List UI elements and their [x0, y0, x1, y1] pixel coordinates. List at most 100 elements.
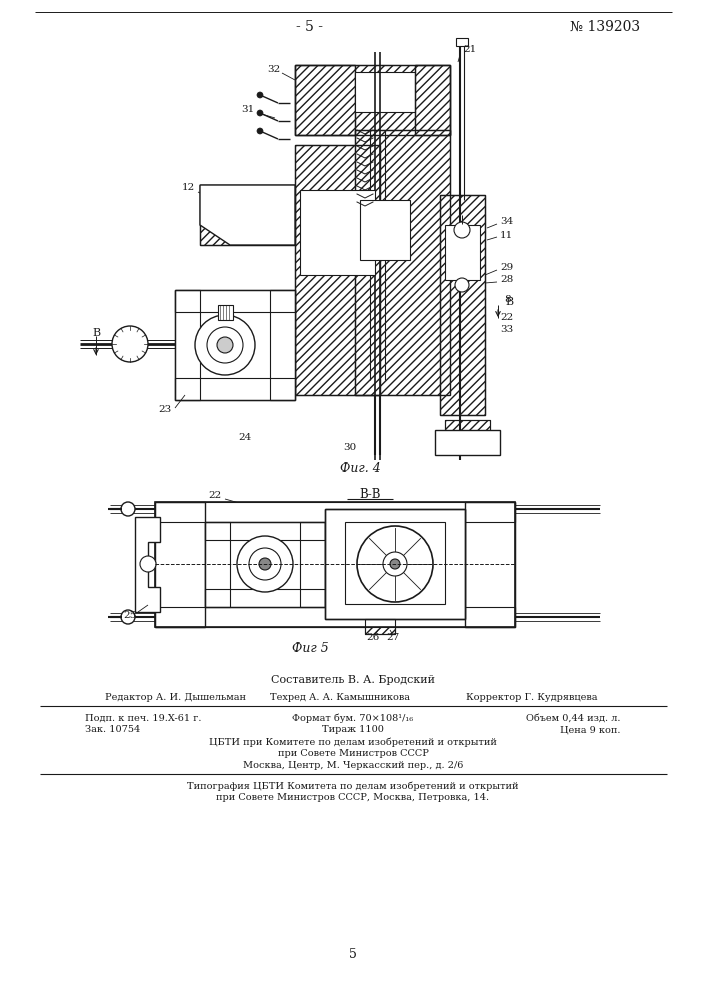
Bar: [445, 420, 490, 432]
Bar: [205, 522, 230, 607]
Polygon shape: [135, 517, 160, 612]
Text: 24: 24: [238, 434, 252, 442]
Bar: [200, 185, 295, 245]
Bar: [270, 290, 295, 400]
Text: 34: 34: [500, 218, 513, 227]
Bar: [415, 65, 450, 135]
Circle shape: [454, 222, 470, 238]
Text: Зак. 10754: Зак. 10754: [85, 726, 140, 734]
Bar: [205, 522, 325, 607]
Bar: [205, 522, 325, 540]
Bar: [325, 509, 465, 619]
Circle shape: [121, 610, 135, 624]
Text: 33: 33: [500, 326, 513, 334]
Bar: [295, 145, 380, 395]
Bar: [445, 225, 480, 280]
Text: 29: 29: [500, 263, 513, 272]
Circle shape: [257, 110, 263, 116]
Text: Типография ЦБТИ Комитета по делам изобретений и открытий: Типография ЦБТИ Комитета по делам изобре…: [187, 781, 519, 791]
Bar: [175, 290, 295, 312]
Text: Москва, Центр, М. Черкасский пер., д. 2/6: Москва, Центр, М. Черкасский пер., д. 2/…: [243, 762, 463, 770]
Bar: [155, 502, 515, 522]
Bar: [300, 190, 375, 275]
Text: 8: 8: [504, 296, 510, 304]
Bar: [295, 65, 450, 135]
Text: 25: 25: [124, 610, 136, 619]
Circle shape: [112, 326, 148, 362]
Text: 30: 30: [344, 444, 356, 452]
Bar: [155, 607, 515, 627]
Text: Подп. к печ. 19.X-61 г.: Подп. к печ. 19.X-61 г.: [85, 714, 201, 722]
Bar: [200, 185, 295, 245]
Bar: [295, 65, 355, 135]
Bar: [365, 619, 395, 634]
Circle shape: [357, 526, 433, 602]
Text: - 5 -: - 5 -: [296, 20, 324, 34]
Bar: [205, 522, 325, 540]
Bar: [175, 378, 295, 400]
Text: Составитель В. А. Бродский: Составитель В. А. Бродский: [271, 675, 435, 685]
Bar: [218, 305, 233, 320]
Bar: [465, 502, 515, 627]
Bar: [175, 290, 200, 400]
Text: 12: 12: [182, 184, 195, 192]
Polygon shape: [200, 185, 295, 245]
Text: при Совете Министров СССР, Москва, Петровка, 14.: при Совете Министров СССР, Москва, Петро…: [216, 794, 489, 802]
Bar: [325, 509, 465, 619]
Circle shape: [121, 502, 135, 516]
Bar: [205, 589, 325, 607]
Bar: [445, 420, 490, 432]
Circle shape: [257, 128, 263, 134]
Bar: [295, 65, 450, 135]
Bar: [205, 522, 230, 607]
Bar: [355, 130, 450, 395]
Bar: [435, 430, 500, 455]
Bar: [465, 502, 515, 627]
Bar: [325, 509, 465, 619]
Bar: [360, 200, 410, 260]
Circle shape: [390, 559, 400, 569]
Text: № 139203: № 139203: [570, 20, 640, 34]
Bar: [440, 195, 485, 415]
Text: 28: 28: [500, 275, 513, 284]
Circle shape: [237, 536, 293, 592]
Text: Цена 9 коп.: Цена 9 коп.: [559, 726, 620, 734]
Text: Редактор А. И. Дышельман: Редактор А. И. Дышельман: [105, 694, 246, 702]
Text: В-В: В-В: [359, 488, 381, 502]
Text: Корректор Г. Кудрявцева: Корректор Г. Кудрявцева: [467, 694, 598, 702]
Text: 27: 27: [386, 633, 399, 642]
Text: 32: 32: [267, 66, 280, 75]
Circle shape: [259, 558, 271, 570]
Text: 23: 23: [159, 406, 172, 414]
Bar: [295, 65, 355, 135]
Bar: [295, 145, 380, 395]
Bar: [155, 607, 515, 627]
Bar: [300, 522, 325, 607]
Bar: [175, 290, 200, 400]
Text: 11: 11: [500, 231, 513, 239]
Bar: [200, 185, 295, 225]
Bar: [440, 195, 485, 415]
Bar: [365, 619, 395, 634]
Text: Фиг 5: Фиг 5: [291, 643, 328, 656]
Circle shape: [249, 548, 281, 580]
Text: 22: 22: [209, 490, 221, 499]
Bar: [355, 72, 415, 112]
Text: Формат бум. 70×108¹/₁₆: Формат бум. 70×108¹/₁₆: [293, 713, 414, 723]
Text: Тираж 1100: Тираж 1100: [322, 726, 384, 734]
Bar: [300, 522, 325, 607]
Bar: [155, 502, 515, 522]
Bar: [155, 502, 205, 627]
Circle shape: [383, 552, 407, 576]
Bar: [175, 290, 295, 312]
Text: В: В: [505, 297, 513, 307]
Text: 5: 5: [349, 948, 357, 962]
Bar: [205, 589, 325, 607]
Text: 26: 26: [366, 633, 380, 642]
Text: Техред А. А. Камышникова: Техред А. А. Камышникова: [270, 694, 410, 702]
Circle shape: [140, 556, 156, 572]
Bar: [415, 65, 450, 135]
Text: Объем 0,44 изд. л.: Объем 0,44 изд. л.: [525, 714, 620, 722]
Bar: [155, 502, 515, 627]
Circle shape: [257, 92, 263, 98]
